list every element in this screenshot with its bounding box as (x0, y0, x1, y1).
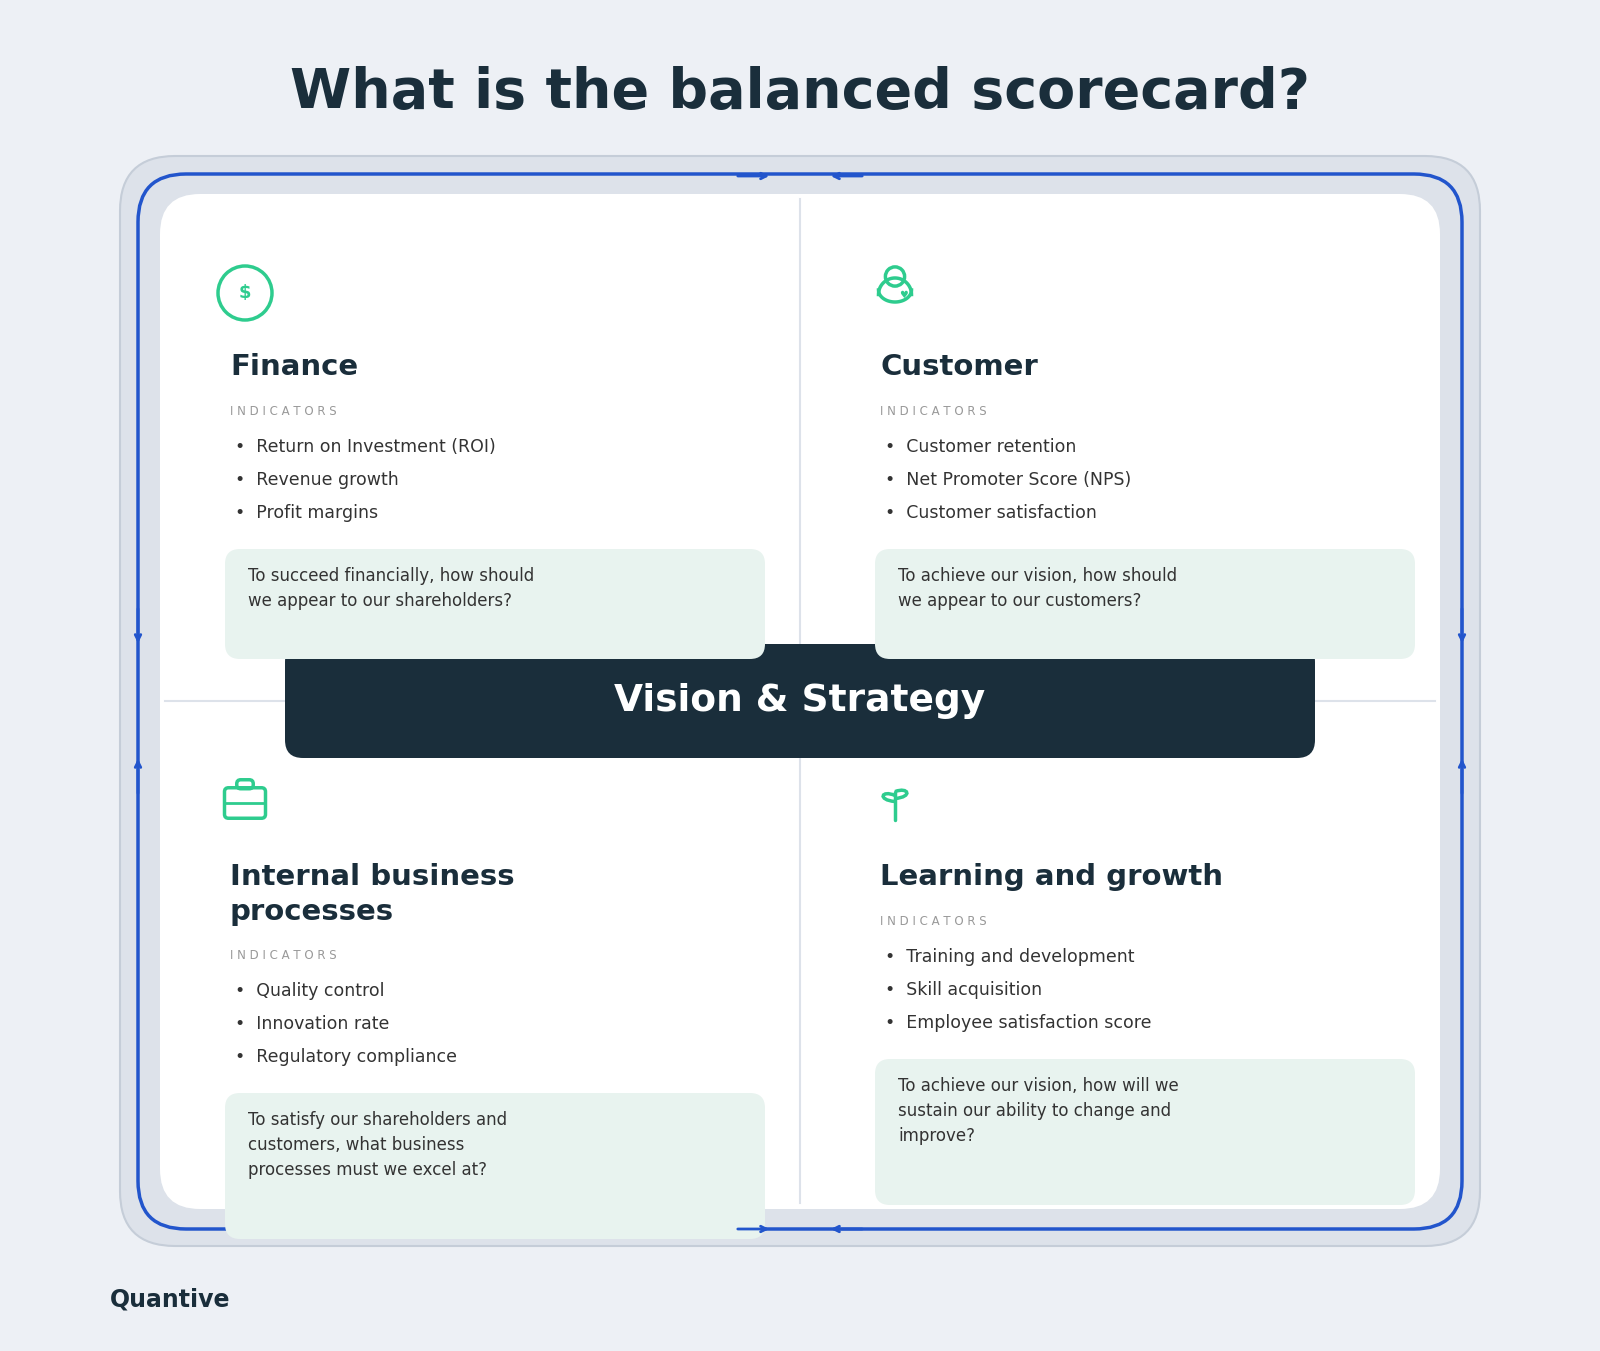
FancyBboxPatch shape (120, 155, 1480, 1246)
Text: Learning and growth: Learning and growth (880, 863, 1222, 892)
Text: •  Return on Investment (ROI): • Return on Investment (ROI) (235, 438, 496, 457)
Text: What is the balanced scorecard?: What is the balanced scorecard? (290, 66, 1310, 120)
FancyBboxPatch shape (285, 644, 1315, 758)
Text: Quantive: Quantive (110, 1288, 230, 1310)
Text: I N D I C A T O R S: I N D I C A T O R S (880, 405, 987, 417)
Text: •  Employee satisfaction score: • Employee satisfaction score (885, 1015, 1152, 1032)
Text: To achieve our vision, how will we
sustain our ability to change and
improve?: To achieve our vision, how will we susta… (898, 1077, 1179, 1146)
Text: I N D I C A T O R S: I N D I C A T O R S (230, 405, 336, 417)
FancyBboxPatch shape (226, 1093, 765, 1239)
Text: •  Regulatory compliance: • Regulatory compliance (235, 1048, 458, 1066)
Text: Internal business
processes: Internal business processes (230, 863, 515, 925)
FancyBboxPatch shape (875, 549, 1414, 659)
Text: I N D I C A T O R S: I N D I C A T O R S (230, 948, 336, 962)
Text: Finance: Finance (230, 353, 358, 381)
Text: To satisfy our shareholders and
customers, what business
processes must we excel: To satisfy our shareholders and customer… (248, 1111, 507, 1179)
Text: ♥: ♥ (899, 290, 907, 300)
Text: Vision & Strategy: Vision & Strategy (614, 684, 986, 719)
Text: •  Revenue growth: • Revenue growth (235, 471, 398, 489)
Text: •  Training and development: • Training and development (885, 948, 1134, 966)
Text: •  Net Promoter Score (NPS): • Net Promoter Score (NPS) (885, 471, 1131, 489)
Text: To achieve our vision, how should
we appear to our customers?: To achieve our vision, how should we app… (898, 567, 1178, 611)
Text: I N D I C A T O R S: I N D I C A T O R S (880, 915, 987, 928)
FancyBboxPatch shape (160, 195, 1440, 1209)
Text: •  Innovation rate: • Innovation rate (235, 1015, 389, 1034)
Text: •  Customer satisfaction: • Customer satisfaction (885, 504, 1098, 521)
Text: •  Customer retention: • Customer retention (885, 438, 1077, 457)
Text: •  Skill acquisition: • Skill acquisition (885, 981, 1042, 998)
Text: •  Quality control: • Quality control (235, 982, 384, 1000)
Text: To succeed financially, how should
we appear to our shareholders?: To succeed financially, how should we ap… (248, 567, 534, 611)
Text: Customer: Customer (880, 353, 1038, 381)
FancyBboxPatch shape (875, 1059, 1414, 1205)
FancyBboxPatch shape (226, 549, 765, 659)
Text: •  Profit margins: • Profit margins (235, 504, 378, 521)
Text: $: $ (238, 284, 251, 303)
